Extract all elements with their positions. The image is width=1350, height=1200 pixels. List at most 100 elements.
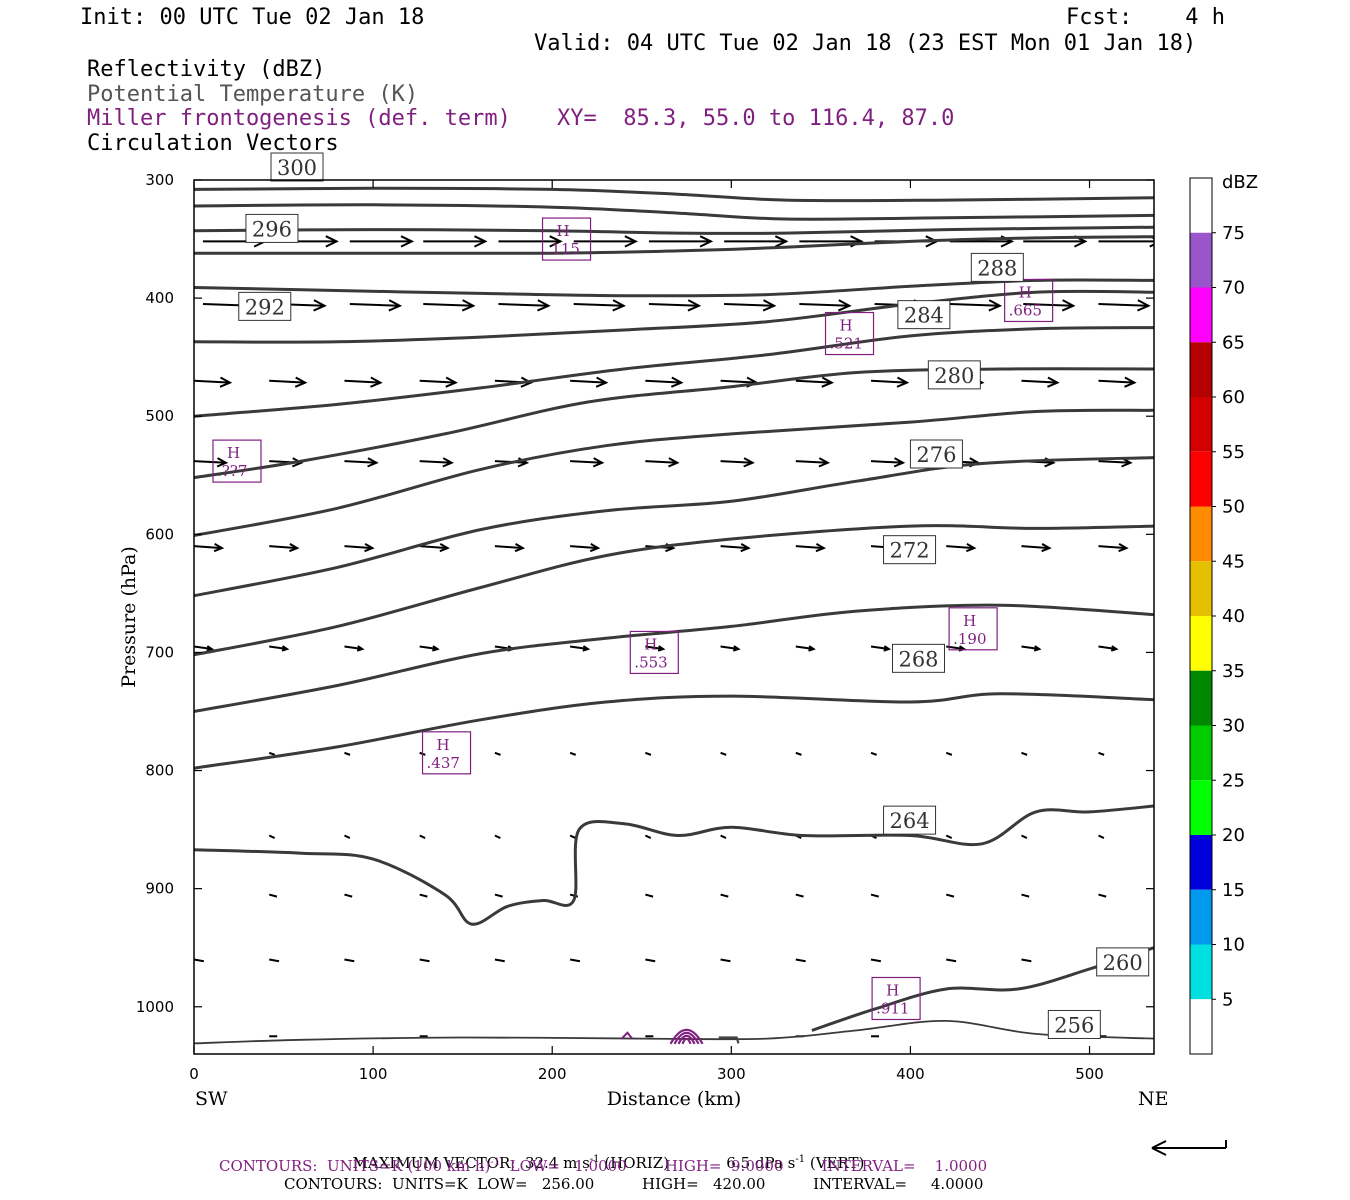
colorbar-label: 40 [1222, 606, 1245, 627]
vector-head [883, 645, 892, 652]
theta-label-264: 264 [883, 805, 937, 835]
footer-vert-value: 6.5 dPa s [726, 1154, 796, 1172]
vector-head [206, 645, 215, 652]
theta-label-276: 276 [909, 439, 963, 469]
circulation-vector [268, 893, 278, 898]
circulation-vector [645, 457, 680, 468]
vector-shaft [194, 545, 223, 550]
circulation-vector [194, 543, 225, 553]
circulation-vector [724, 299, 777, 312]
colorbar-label: 60 [1222, 387, 1245, 408]
fronto-max-box: H.553 [629, 630, 679, 675]
vector-shaft [344, 379, 381, 384]
theta-contour-upper [194, 203, 1154, 221]
circulation-vector [349, 235, 415, 248]
circulation-vector [645, 893, 654, 898]
fronto-max-letter: H [437, 736, 450, 754]
circulation-vector [648, 235, 714, 248]
fronto-box-outline [1004, 278, 1054, 323]
fronto-max-letter: H [963, 612, 976, 630]
colorbar-swatch [1190, 506, 1212, 562]
vector-shaft [795, 460, 828, 464]
circulation-vector [645, 376, 684, 388]
vector-shaft [194, 645, 212, 651]
theta-label-text: 276 [916, 443, 956, 467]
circulation-vector [419, 958, 430, 963]
vector-head [965, 543, 977, 553]
circulation-vector [870, 645, 892, 652]
theta-label-box [883, 535, 937, 565]
colorbar-swatch [1190, 178, 1212, 233]
vector-head [1061, 299, 1076, 312]
theta-label-box [892, 643, 946, 673]
circulation-vector [1098, 751, 1105, 756]
fronto-blob-ring [673, 1031, 700, 1045]
circulation-vector [1098, 543, 1129, 553]
vector-head [1137, 299, 1151, 312]
theta-contour-276 [194, 524, 1154, 657]
vector-shaft [573, 303, 624, 307]
vector-head [213, 543, 225, 553]
theta-contour-280 [194, 456, 1154, 598]
theta-label-268: 268 [892, 643, 946, 673]
circulation-vector [570, 376, 609, 388]
theta-contour-284 [194, 408, 1154, 537]
circulation-vector [268, 834, 276, 839]
vector-head [818, 457, 831, 468]
circulation-vector [494, 543, 526, 553]
vector-shaft [946, 958, 957, 963]
theta-label-text: 260 [1103, 951, 1143, 975]
colorbar-label: 50 [1222, 497, 1245, 518]
circulation-vector [795, 893, 804, 898]
vector-shaft [1021, 834, 1028, 839]
vector-shaft [419, 958, 430, 963]
theta-contour-288 [194, 367, 1154, 480]
circulation-vector [945, 834, 953, 839]
colorbar-label: 20 [1222, 825, 1245, 846]
vector-head [896, 376, 910, 388]
vector-head [743, 457, 755, 468]
vector-head [356, 645, 365, 652]
fronto-max-value: .437 [427, 754, 460, 772]
vector-head [624, 235, 639, 248]
theta-label-box [883, 805, 937, 835]
fronto-box-outline [824, 311, 875, 356]
fronto-max-value: .190 [953, 630, 986, 648]
theta-label-box [970, 252, 1024, 282]
vector-shaft [269, 958, 280, 963]
fronto-box-outline [871, 976, 921, 1021]
vector-head [740, 543, 751, 553]
theta-label-box [1096, 947, 1150, 977]
circulation-vector [949, 299, 1003, 312]
circulation-vector [1098, 376, 1137, 388]
vector-shaft [1021, 958, 1032, 963]
theta-label-260: 260 [1096, 947, 1150, 977]
footer-fronto-b: LOW= 1.0000 HIGH= 9.0000 INTERVAL= 1.000… [500, 1157, 988, 1175]
circulation-vector [1021, 751, 1028, 756]
vector-shaft [194, 379, 231, 384]
vector-shaft [870, 460, 904, 464]
cross-section-endpoints: XY= 85.3, 55.0 to 116.4, 87.0 [557, 106, 955, 131]
vector-shaft [419, 379, 456, 384]
theta-contour-upper [194, 225, 1154, 235]
vector-shaft [795, 751, 802, 756]
vector-shaft [720, 645, 739, 651]
colorbar-swatch [1190, 889, 1212, 945]
footer-fronto-contours: CONTOURS: UNITS=K (100 km h)-1 LOW= 1.00… [219, 1157, 988, 1175]
circulation-vector [946, 543, 977, 553]
vector-shaft [419, 545, 448, 550]
right-end-label: NE [1138, 1088, 1169, 1110]
theta-label-296: 296 [245, 213, 299, 243]
circulation-vector [498, 235, 563, 248]
vector-shaft [423, 303, 474, 307]
footer-horiz-tail: (HORIZ) [604, 1154, 670, 1172]
vector-head [432, 645, 440, 652]
circulation-vector [423, 299, 476, 312]
vector-head [1110, 645, 1119, 652]
circulation-vector [494, 958, 505, 963]
circulation-vector [870, 376, 910, 388]
x-tick-label: 200 [538, 1065, 567, 1083]
fronto-max-value: .521 [830, 335, 863, 353]
vector-shaft [945, 751, 953, 756]
vector-shaft [945, 834, 953, 839]
